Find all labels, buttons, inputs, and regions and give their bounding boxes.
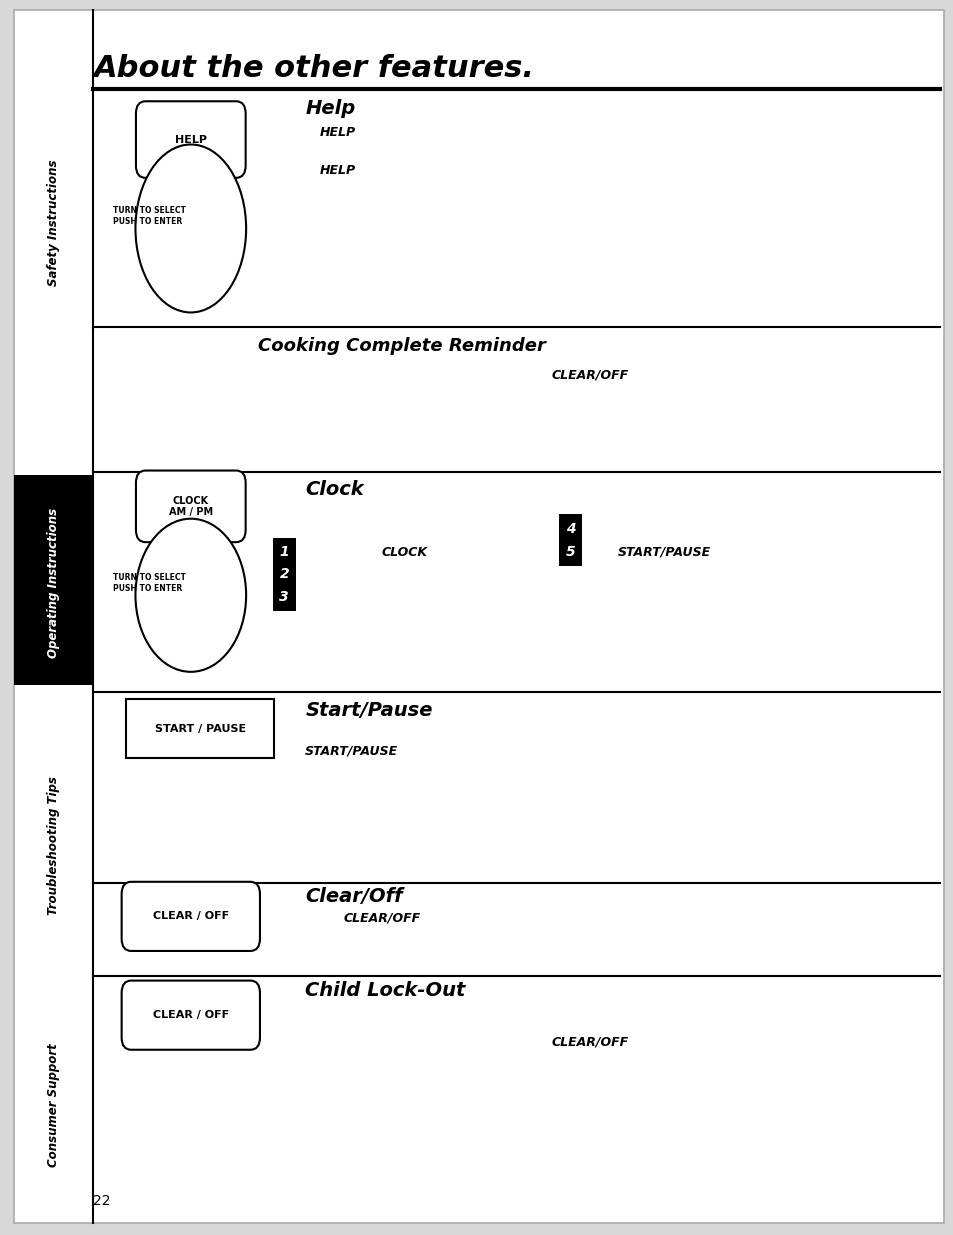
FancyBboxPatch shape — [273, 537, 295, 566]
Text: 3: 3 — [279, 589, 289, 604]
Ellipse shape — [135, 144, 246, 312]
Text: Troubleshooting Tips: Troubleshooting Tips — [47, 777, 60, 915]
Text: START/PAUSE: START/PAUSE — [618, 546, 711, 558]
FancyBboxPatch shape — [122, 882, 259, 951]
Bar — [14, 475, 92, 685]
FancyBboxPatch shape — [14, 10, 943, 1223]
Ellipse shape — [135, 519, 246, 672]
Text: CLEAR/OFF: CLEAR/OFF — [551, 369, 628, 382]
Text: Start/Pause: Start/Pause — [305, 700, 433, 720]
Text: 2: 2 — [279, 567, 289, 582]
FancyBboxPatch shape — [135, 101, 246, 178]
Text: HELP: HELP — [174, 135, 207, 144]
Text: CLEAR/OFF: CLEAR/OFF — [343, 911, 420, 924]
Text: Clear/Off: Clear/Off — [305, 887, 402, 906]
Text: CLEAR/OFF: CLEAR/OFF — [551, 1036, 628, 1049]
FancyBboxPatch shape — [135, 471, 246, 542]
FancyBboxPatch shape — [126, 699, 274, 758]
Text: HELP: HELP — [319, 164, 355, 177]
Text: About the other features.: About the other features. — [93, 54, 534, 83]
Text: 22: 22 — [93, 1194, 111, 1208]
Text: Help: Help — [305, 99, 355, 119]
Text: 4: 4 — [565, 521, 575, 536]
Text: TURN TO SELECT
PUSH TO ENTER: TURN TO SELECT PUSH TO ENTER — [112, 206, 185, 226]
Text: Safety Instructions: Safety Instructions — [47, 159, 60, 285]
Text: CLEAR / OFF: CLEAR / OFF — [152, 1010, 229, 1020]
Text: CLOCK
AM / PM: CLOCK AM / PM — [169, 495, 213, 517]
Text: TURN TO SELECT
PUSH TO ENTER: TURN TO SELECT PUSH TO ENTER — [112, 573, 185, 593]
Text: 1: 1 — [279, 545, 289, 559]
Text: CLOCK: CLOCK — [381, 546, 427, 558]
FancyBboxPatch shape — [558, 537, 581, 566]
Text: START/PAUSE: START/PAUSE — [305, 745, 398, 757]
Text: CLEAR / OFF: CLEAR / OFF — [152, 911, 229, 921]
FancyBboxPatch shape — [273, 559, 295, 588]
Text: 5: 5 — [565, 545, 575, 559]
Text: Cooking Complete Reminder: Cooking Complete Reminder — [257, 337, 545, 354]
Text: START / PAUSE: START / PAUSE — [154, 724, 246, 734]
FancyBboxPatch shape — [558, 514, 581, 543]
Text: Child Lock-Out: Child Lock-Out — [305, 981, 465, 1000]
Text: Clock: Clock — [305, 479, 364, 499]
FancyBboxPatch shape — [273, 582, 295, 611]
Text: Consumer Support: Consumer Support — [47, 1044, 60, 1167]
Text: Operating Instructions: Operating Instructions — [47, 508, 60, 658]
Text: HELP: HELP — [319, 126, 355, 138]
FancyBboxPatch shape — [122, 981, 259, 1050]
